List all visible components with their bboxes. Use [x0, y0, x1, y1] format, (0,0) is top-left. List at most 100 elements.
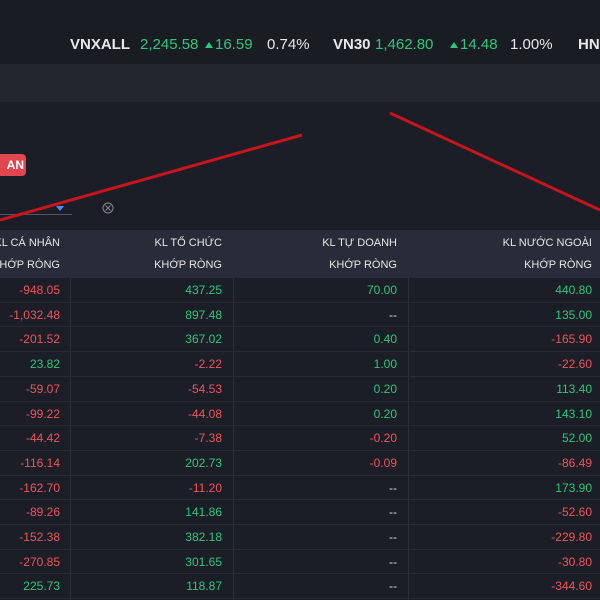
up-arrow	[450, 42, 458, 48]
table-cell: 52.00	[561, 431, 592, 446]
index-percent: 1.00%	[510, 36, 553, 53]
table-cell: -54.53	[187, 381, 222, 396]
index-change: 14.48	[460, 36, 498, 53]
row-divider	[0, 598, 600, 600]
index-name[interactable]: VN30	[333, 36, 371, 53]
table-cell: 437.25	[185, 283, 222, 297]
table-cell: --	[389, 505, 397, 520]
filter-button[interactable]: AN	[0, 154, 26, 176]
table-cell: 135.00	[555, 307, 592, 322]
table-cell: 1.00	[373, 357, 397, 372]
table-cell: -44.42	[25, 431, 60, 446]
row-divider	[0, 351, 600, 353]
index-percent: 0.74%	[267, 36, 310, 53]
table-cell: 113.40	[556, 381, 592, 396]
table-cell: -0.09	[369, 455, 397, 470]
table-cell: --	[389, 554, 397, 569]
table-cell: 897.48	[185, 307, 222, 322]
table-cell: -344.60	[551, 579, 592, 594]
table-cell: 301.65	[185, 554, 222, 569]
table-cell: 173.90	[555, 480, 592, 495]
row-divider	[0, 326, 600, 328]
table-cell: -162.70	[19, 480, 60, 495]
column-header: KHỚP RÒNG	[154, 259, 222, 271]
table-cell: -948.05	[19, 283, 60, 297]
row-divider	[0, 425, 600, 427]
column-header: KL CÁ NHÂN	[0, 237, 60, 249]
dropdown-arrow[interactable]	[56, 206, 64, 211]
index-value: 2,245.58	[140, 36, 199, 53]
up-arrow-shape	[450, 42, 458, 48]
table-cell: 225.73	[23, 579, 60, 594]
column-divider	[233, 278, 234, 600]
index-change: 16.59	[215, 36, 253, 53]
table-cell: -152.38	[19, 530, 60, 544]
table-cell: -22.60	[557, 357, 592, 372]
table-cell: -7.38	[194, 431, 222, 446]
annotation-line	[0, 133, 303, 222]
column-header: KL TỔ CHỨC	[154, 237, 222, 249]
column-divider	[408, 278, 409, 600]
table-cell: 202.73	[185, 455, 222, 470]
table-cell: --	[389, 307, 397, 322]
clear-icon-x	[105, 205, 111, 211]
table-cell: 70.00	[366, 283, 397, 297]
ticker-bar	[0, 0, 600, 64]
table-cell: 141.86	[185, 505, 222, 520]
table-cell: 23.82	[29, 357, 60, 372]
row-divider	[0, 548, 600, 550]
row-divider	[0, 474, 600, 476]
clear-icon[interactable]	[102, 202, 114, 214]
up-arrow	[205, 42, 213, 48]
index-value: 1,462.80	[375, 36, 434, 53]
table-cell: 143.10	[555, 406, 592, 421]
row-divider	[0, 524, 600, 525]
table-cell: -11.20	[188, 480, 222, 495]
table-cell: 0.40	[373, 332, 397, 347]
row-divider	[0, 375, 600, 377]
table-cell: --	[389, 480, 397, 495]
row-divider	[0, 499, 600, 501]
row-divider	[0, 449, 600, 451]
table-cell: -2.22	[194, 357, 222, 372]
row-divider	[0, 400, 600, 402]
table-cell: 0.20	[373, 406, 397, 421]
table-cell: -44.08	[187, 406, 222, 421]
dropdown-underline	[0, 214, 72, 215]
table-cell: -270.85	[19, 554, 60, 569]
table-cell: -89.26	[25, 505, 60, 520]
row-divider	[0, 301, 600, 303]
table-cell: --	[389, 530, 397, 544]
table-cell: 118.87	[186, 579, 222, 594]
table-cell: -0.20	[369, 431, 397, 446]
table-cell: 367.02	[185, 332, 222, 347]
table-cell: -30.80	[557, 554, 592, 569]
column-divider	[70, 278, 71, 600]
column-header: KHỚP RÒNG	[0, 259, 60, 271]
table-cell: -201.52	[19, 332, 60, 347]
table-cell: --	[389, 579, 397, 594]
table-cell: -229.80	[551, 530, 592, 544]
table-cell: 440.80	[555, 283, 592, 297]
table-cell: -1,032.48	[9, 307, 60, 322]
index-name[interactable]: HN	[578, 36, 600, 53]
table-cell: 382.18	[185, 530, 222, 544]
table-cell: -86.49	[557, 455, 592, 470]
up-arrow-shape	[205, 42, 213, 48]
row-divider	[0, 573, 600, 575]
table-cell: -165.90	[551, 332, 592, 347]
table-cell: -99.22	[25, 406, 60, 421]
toolbar	[0, 64, 600, 102]
column-header: KHỚP RÒNG	[329, 259, 397, 271]
table-cell: -116.14	[20, 455, 60, 470]
table-header	[0, 230, 600, 278]
column-header: KL NƯỚC NGOÀI	[502, 237, 592, 249]
table-cell: -52.60	[557, 505, 592, 520]
column-header: KHỚP RÒNG	[524, 259, 592, 271]
index-name[interactable]: VNXALL	[70, 36, 130, 53]
table-cell: -59.07	[25, 381, 60, 396]
annotation-line	[389, 111, 600, 212]
